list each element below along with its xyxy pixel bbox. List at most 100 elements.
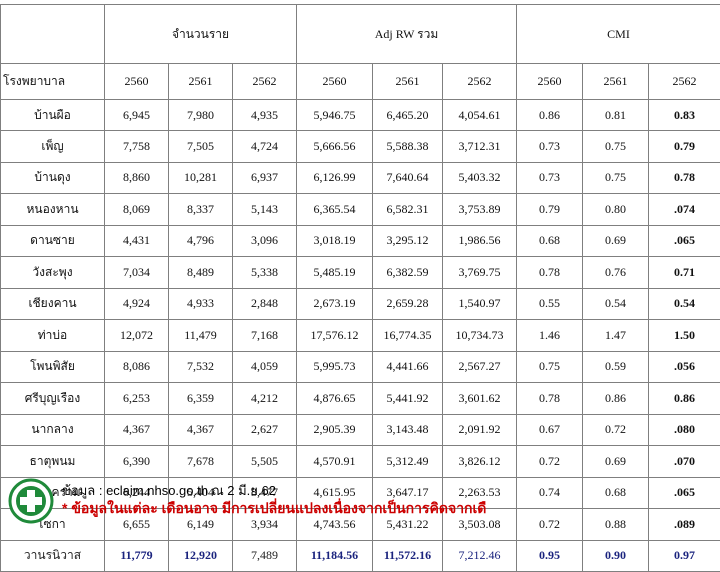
cmi-cell: 0.55 (517, 288, 583, 320)
cmi-cell: 0.97 (649, 540, 720, 572)
patients-cell: 7,678 (169, 446, 233, 478)
cmi-cell: 0.78 (649, 162, 720, 194)
hospital-name: บ้านผือ (34, 106, 71, 125)
cmi-cell: 0.67 (517, 414, 583, 446)
adjrw-cell: 2,905.39 (297, 414, 373, 446)
adjrw-cell: 2,659.28 (373, 288, 443, 320)
adjrw-cell: 3,753.89 (443, 194, 517, 226)
cmi-cell: 0.69 (583, 225, 649, 257)
patients-cell: 7,505 (169, 131, 233, 163)
cmi-cell: .065 (649, 225, 720, 257)
patients-cell: 4,367 (105, 414, 169, 446)
patients-cell: 4,924 (105, 288, 169, 320)
cmi-cell: .074 (649, 194, 720, 226)
hospital-name: เชียงคาน (28, 294, 76, 313)
cmi-cell: 0.54 (583, 288, 649, 320)
group-header-patients: จำนวนราย (105, 5, 297, 64)
hospital-name-cell: ท่าบ่อ (1, 320, 105, 352)
cmi-cell: 0.86 (649, 383, 720, 415)
cmi-cell: .056 (649, 351, 720, 383)
patients-cell: 4,059 (233, 351, 297, 383)
patients-cell: 7,758 (105, 131, 169, 163)
patients-cell: 6,253 (105, 383, 169, 415)
adjrw-cell: 2,091.92 (443, 414, 517, 446)
patients-cell: 7,532 (169, 351, 233, 383)
adjrw-cell: 1,540.97 (443, 288, 517, 320)
year-header: 2562 (233, 64, 297, 100)
year-header: 2562 (443, 64, 517, 100)
patients-cell: 5,338 (233, 257, 297, 289)
hospital-column-header: โรงพยาบาล (1, 64, 105, 100)
adjrw-cell: 3,143.48 (373, 414, 443, 446)
patients-cell: 4,431 (105, 225, 169, 257)
patients-cell: 4,935 (233, 100, 297, 131)
hospital-name-cell: ธาตุพนม (1, 446, 105, 478)
adjrw-cell: 10,734.73 (443, 320, 517, 352)
hospital-name-cell: หนองหาน (1, 194, 105, 226)
patients-cell: 4,367 (169, 414, 233, 446)
adjrw-cell: 1,986.56 (443, 225, 517, 257)
hospital-name: วังสะพุง (32, 263, 72, 282)
cmi-cell: 0.90 (583, 540, 649, 572)
patients-cell: 12,072 (105, 320, 169, 352)
hospital-name-cell: นากลาง (1, 414, 105, 446)
hospital-name: ศรีบุญเรือง (25, 389, 81, 408)
patients-cell: 4,796 (169, 225, 233, 257)
adjrw-cell: 5,666.56 (297, 131, 373, 163)
patients-cell: 6,937 (233, 162, 297, 194)
adjrw-cell: 6,582.31 (373, 194, 443, 226)
cmi-cell: 0.72 (517, 446, 583, 478)
cmi-cell: 0.75 (583, 162, 649, 194)
footer: ข้อมูล : eclaim.nhso.go.th ณ 2 มี.ย.62 *… (0, 476, 720, 540)
adjrw-cell: 16,774.35 (373, 320, 443, 352)
year-header: 2561 (373, 64, 443, 100)
cmi-cell: 1.47 (583, 320, 649, 352)
adjrw-cell: 4,570.91 (297, 446, 373, 478)
patients-cell: 5,505 (233, 446, 297, 478)
hospital-name: โพนพิสัย (30, 357, 75, 376)
patients-cell: 12,920 (169, 540, 233, 572)
adjrw-cell: 3,295.12 (373, 225, 443, 257)
hospital-name-cell: เพ็ญ (1, 131, 105, 163)
patients-cell: 7,034 (105, 257, 169, 289)
patients-cell: 8,489 (169, 257, 233, 289)
hospital-name: ธาตุพนม (30, 452, 76, 471)
patients-cell: 8,069 (105, 194, 169, 226)
cmi-cell: 0.79 (649, 131, 720, 163)
year-header: 2562 (649, 64, 720, 100)
year-header: 2560 (297, 64, 373, 100)
hospital-name-cell: บ้านดุง (1, 162, 105, 194)
hospital-name: เพ็ญ (41, 137, 63, 156)
adjrw-cell: 5,946.75 (297, 100, 373, 131)
cmi-cell: .080 (649, 414, 720, 446)
adjrw-cell: 5,995.73 (297, 351, 373, 383)
hospital-name-cell: วานรนิวาส (1, 540, 105, 572)
adjrw-cell: 3,769.75 (443, 257, 517, 289)
cmi-cell: 0.73 (517, 131, 583, 163)
cmi-cell: 0.86 (583, 383, 649, 415)
adjrw-cell: 6,465.20 (373, 100, 443, 131)
cmi-cell: .070 (649, 446, 720, 478)
cmi-cell: 0.72 (583, 414, 649, 446)
group-header-cmi: CMI (517, 5, 720, 64)
adjrw-cell: 11,572.16 (373, 540, 443, 572)
cmi-cell: 0.86 (517, 100, 583, 131)
adjrw-cell: 4,876.65 (297, 383, 373, 415)
cmi-cell: 0.81 (583, 100, 649, 131)
adjrw-cell: 3,712.31 (443, 131, 517, 163)
hospital-name: บ้านดุง (34, 168, 70, 187)
cmi-cell: 1.46 (517, 320, 583, 352)
cmi-cell: 0.79 (517, 194, 583, 226)
patients-cell: 7,168 (233, 320, 297, 352)
hospital-name: นากลาง (31, 420, 73, 439)
